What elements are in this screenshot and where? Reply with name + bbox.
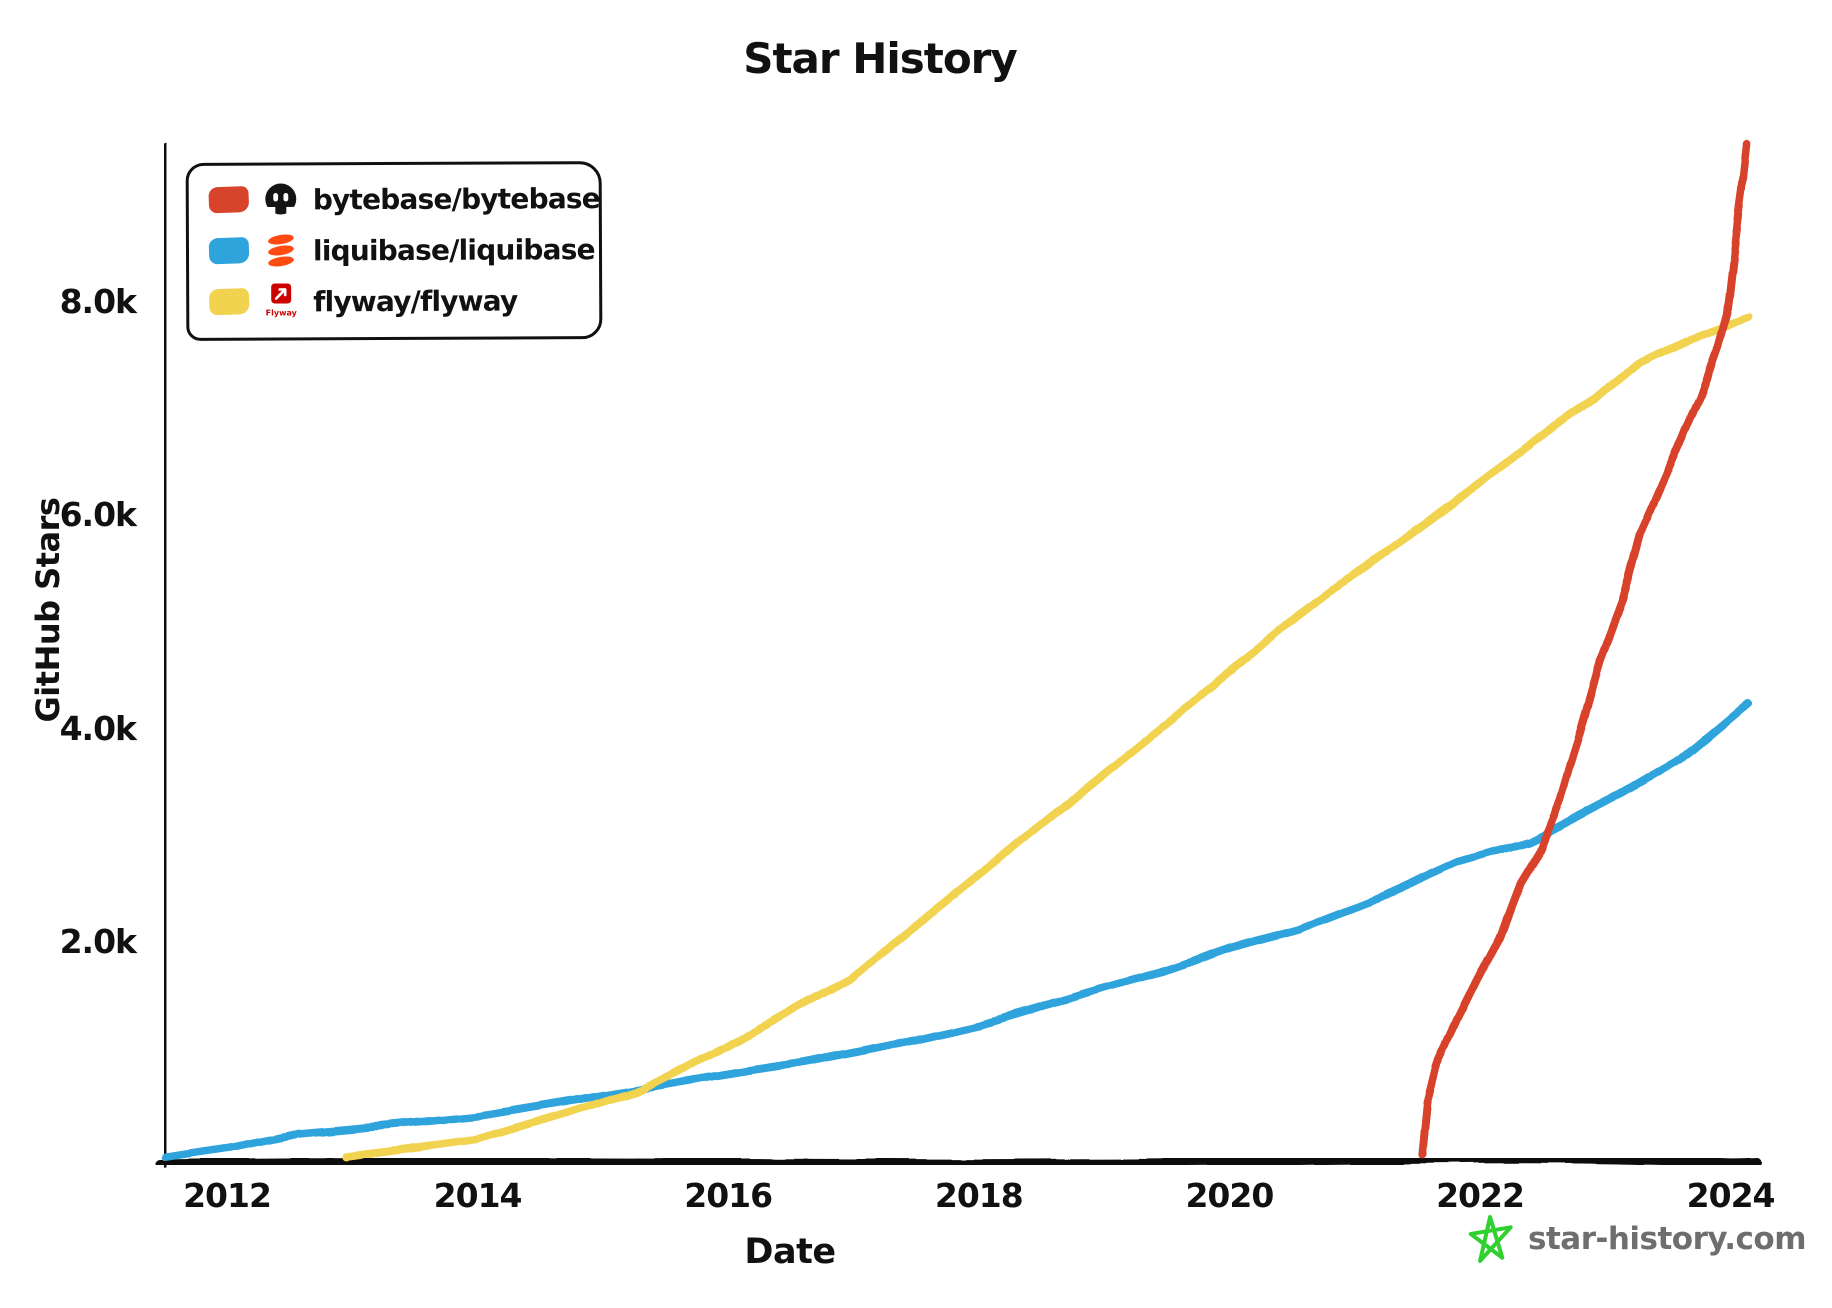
legend-swatch-liquibase: [208, 236, 250, 265]
flyway-line: [343, 313, 1753, 1161]
legend-label-liquibase: liquibase/liquibase: [312, 232, 595, 267]
legend: bytebase/bytebase liquibase/liquibase: [185, 161, 603, 341]
flyway-logo-text: Flyway: [266, 308, 298, 317]
x-tick-label-2020: 2020: [1185, 1176, 1274, 1215]
legend-row-flyway: Flyway flyway/flyway: [208, 278, 581, 324]
bytebase-avatar-icon: [262, 180, 300, 218]
x-tick-label-2022: 2022: [1436, 1176, 1525, 1215]
y-tick-label-6.0k: 6.0k: [59, 495, 137, 535]
legend-row-bytebase: bytebase/bytebase: [208, 176, 600, 222]
liquibase-line: [161, 699, 1753, 1161]
legend-label-flyway: flyway/flyway: [313, 283, 518, 318]
star-icon: [1468, 1215, 1513, 1263]
y-axis: [160, 142, 170, 1168]
watermark-text: star-history.com: [1528, 1221, 1807, 1257]
x-axis: [155, 1154, 1762, 1169]
flyway-avatar-icon: Flyway: [262, 282, 300, 320]
legend-swatch-bytebase: [208, 185, 250, 214]
series-lines: [161, 138, 1753, 1161]
x-tick-label-2016: 2016: [684, 1176, 773, 1215]
y-tick-label-2.0k: 2.0k: [59, 922, 137, 962]
x-tick-label-2018: 2018: [934, 1176, 1024, 1215]
y-tick-label-4.0k: 4.0k: [59, 708, 137, 748]
x-tick-label-2014: 2014: [433, 1176, 523, 1215]
watermark: star-history.com: [1468, 1214, 1807, 1264]
legend-swatch-flyway: [208, 287, 250, 316]
y-tick-label-8.0k: 8.0k: [59, 281, 137, 321]
liquibase-avatar-icon: [262, 231, 300, 269]
chart-title: Star History: [743, 34, 1018, 83]
bytebase-line: [1418, 138, 1751, 1159]
legend-label-bytebase: bytebase/bytebase: [312, 181, 600, 216]
x-axis-title: Date: [744, 1232, 836, 1272]
legend-row-liquibase: liquibase/liquibase: [208, 227, 595, 273]
x-tick-label-2012: 2012: [183, 1176, 272, 1215]
x-tick-label-2024: 2024: [1686, 1176, 1776, 1215]
